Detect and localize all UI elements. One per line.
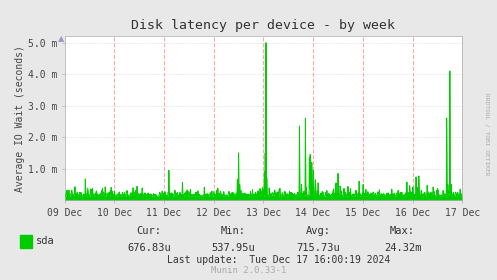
Text: 715.73u: 715.73u — [296, 243, 340, 253]
Text: RRDTOOL / TOBI OETIKER: RRDTOOL / TOBI OETIKER — [485, 93, 490, 176]
Text: Avg:: Avg: — [306, 226, 331, 236]
Text: Cur:: Cur: — [137, 226, 162, 236]
Title: Disk latency per device - by week: Disk latency per device - by week — [131, 19, 396, 32]
Text: ▲: ▲ — [58, 34, 65, 43]
Text: Max:: Max: — [390, 226, 415, 236]
Text: Min:: Min: — [221, 226, 246, 236]
Text: Last update:  Tue Dec 17 16:00:19 2024: Last update: Tue Dec 17 16:00:19 2024 — [166, 255, 390, 265]
Text: sda: sda — [36, 237, 54, 246]
Text: 676.83u: 676.83u — [127, 243, 171, 253]
Text: Munin 2.0.33-1: Munin 2.0.33-1 — [211, 266, 286, 275]
Text: 537.95u: 537.95u — [212, 243, 255, 253]
Text: 24.32m: 24.32m — [384, 243, 421, 253]
Y-axis label: Average IO Wait (seconds): Average IO Wait (seconds) — [15, 45, 25, 192]
